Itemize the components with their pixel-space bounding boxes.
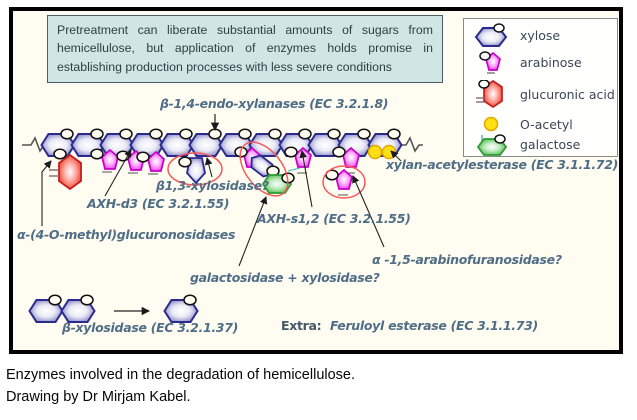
substituent-circle [183,294,197,306]
arabinose-group-axh-s12 [284,146,312,174]
galactose-icon [476,134,508,156]
legend-label-glucuronic-acid: glucuronic acid [520,86,615,102]
substituent-circle [60,128,74,140]
substituent-circle [80,294,94,306]
label-xylan-acetylesterase: xylan-acetylesterase (EC 3.1.1.72) [385,157,618,172]
substituent-circle [357,128,371,140]
beta-xylosidase-reaction [28,294,199,323]
galactose-link [287,167,301,172]
highlight-circle-arabinose [322,165,366,199]
substituent-circle [178,156,192,168]
arabinose-icon [479,51,501,74]
substituent-circle [298,128,312,140]
substituent-circle [179,128,193,140]
substituent-circle [387,128,401,140]
label-glucuronosidases: α-(4-O-methyl)glucuronosidases [17,227,235,242]
substituent-circle [53,148,67,160]
glucuronic-acid-icon [476,80,503,108]
hemicellulose-diagram: β-1,4-endo-xylanases (EC 3.2.1.8) β1,3-x… [17,96,618,335]
legend-item-arabinose: arabinose [474,49,582,75]
arabinose-group-stacked [322,146,366,199]
caption-line-2: Drawing by Dr Mirjam Kabel. [6,389,191,405]
pointer-galactosidase [238,196,268,267]
substituent-circle [149,128,163,140]
label-galactosidase-xylosidase: galactosidase + xylosidase? [190,270,380,285]
label-beta-xylosidase: β-xylosidase (EC 3.2.1.37) [61,320,238,335]
chain-break-right [401,136,423,153]
label-endo-xylanases: β-1,4-endo-xylanases (EC 3.2.1.8) [159,96,388,111]
pointer-arabinofuranosidase [352,175,385,248]
substituent-circle [332,146,346,158]
legend-label-o-acetyl: O-acetyl [520,116,573,132]
substituent-circle [90,128,104,140]
substituent-circle [136,151,150,163]
substituent-circle [268,128,282,140]
substituent-circle [284,146,298,158]
xylose-side-group [167,152,223,186]
chain-break-left [22,136,45,153]
pointer-acetylesterase [390,150,402,162]
substituent-circle [327,128,341,140]
legend-label-xylose: xylose [520,27,561,43]
pointer-b13 [204,157,213,178]
substituent-circle [48,294,62,306]
pointer-axh-s12 [299,150,313,208]
xylose-icon [474,23,508,47]
o-acetyl-group [367,144,397,160]
legend-item-galactose: galactose [474,131,580,157]
label-axh-d3: AXH-d3 (EC 3.2.1.55) [86,196,229,211]
intro-text-box: Pretreatment can liberate substantial am… [47,15,443,84]
glucuronic-acid-group [49,148,82,190]
galactose-branch-group [234,141,301,197]
label-extra-prefix: Extra: [281,318,321,333]
legend: xylose arabinose glucuronic acid O-ace [463,18,618,157]
label-feruloyl-esterase: Feruloyl esterase (EC 3.1.1.73) [330,318,538,333]
figure-panel: Pretreatment can liberate substantial am… [9,7,623,354]
arabinose-group-single [90,148,119,173]
label-axh-s12: AXH-s1,2 (EC 3.2.1.55) [256,211,411,226]
o-acetyl-icon [483,116,499,132]
substituent-circle [238,128,252,140]
substituent-circle [90,148,104,160]
o-acetyl-unit [367,144,383,160]
substituent-circle [119,128,133,140]
glucuronic-acid-unit [58,154,82,190]
label-arabinofuranosidase: α -1,5-arabinofuranosidase? [372,252,562,267]
pointer-axh-d3 [104,149,132,197]
highlight-circle-galactose [239,141,289,197]
legend-item-glucuronic-acid: glucuronic acid [474,80,615,108]
legend-label-arabinose: arabinose [520,54,582,70]
substituent-circle [208,128,222,140]
intro-text: Pretreatment can liberate substantial am… [57,23,433,74]
highlight-circle-b13 [167,152,223,186]
arabinose-group-double [116,150,165,175]
label-b13-xylosidase: β1,3-xylosidase? [155,178,269,193]
pointer-glucuronosidases [41,160,52,226]
legend-item-o-acetyl: O-acetyl [474,111,573,137]
legend-label-galactose: galactose [520,136,581,152]
legend-item-xylose: xylose [474,22,560,48]
caption-line-1: Enzymes involved in the degradation of h… [6,367,356,383]
